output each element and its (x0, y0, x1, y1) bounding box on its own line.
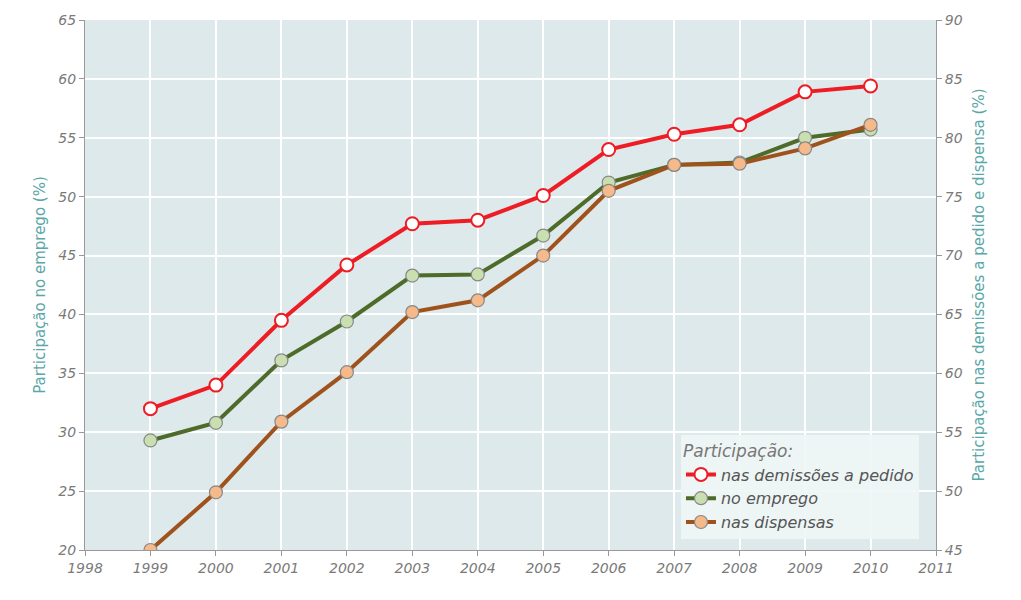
svg-text:40: 40 (58, 306, 76, 322)
svg-text:50: 50 (58, 189, 76, 205)
svg-text:90: 90 (945, 12, 963, 28)
svg-text:75: 75 (945, 189, 963, 205)
svg-text:1999: 1999 (133, 560, 169, 576)
svg-text:2005: 2005 (525, 560, 561, 576)
svg-text:55: 55 (58, 130, 76, 146)
svg-text:45: 45 (58, 247, 76, 263)
svg-text:35: 35 (58, 365, 76, 381)
svg-text:70: 70 (945, 247, 963, 263)
svg-text:60: 60 (945, 365, 963, 381)
svg-text:nas dispensas: nas dispensas (721, 513, 834, 532)
svg-text:65: 65 (945, 306, 963, 322)
svg-text:55: 55 (945, 424, 963, 440)
svg-text:2000: 2000 (198, 560, 234, 576)
svg-text:Participação:: Participação: (683, 442, 793, 462)
svg-text:2003: 2003 (394, 560, 430, 576)
svg-text:2007: 2007 (656, 560, 692, 576)
svg-text:45: 45 (945, 542, 963, 558)
svg-text:85: 85 (945, 71, 963, 87)
svg-text:2011: 2011 (918, 560, 954, 576)
svg-text:nas demissões a pedido: nas demissões a pedido (721, 466, 914, 485)
svg-text:2002: 2002 (329, 560, 365, 576)
svg-text:25: 25 (58, 483, 76, 499)
svg-text:60: 60 (58, 71, 76, 87)
svg-text:2010: 2010 (853, 560, 889, 576)
svg-text:2008: 2008 (722, 560, 758, 576)
svg-text:2004: 2004 (460, 560, 496, 576)
svg-text:20: 20 (58, 542, 76, 558)
svg-text:80: 80 (945, 130, 963, 146)
svg-text:no emprego: no emprego (721, 489, 818, 508)
svg-text:Participação nas demissões a p: Participação nas demissões a pedido e di… (970, 88, 988, 481)
svg-text:1998: 1998 (67, 560, 103, 576)
svg-text:30: 30 (58, 424, 76, 440)
svg-text:2006: 2006 (591, 560, 627, 576)
svg-text:65: 65 (58, 12, 76, 28)
svg-text:Participação no emprego (%): Participação no emprego (%) (31, 176, 49, 394)
svg-text:2001: 2001 (264, 560, 300, 576)
svg-text:2009: 2009 (787, 560, 823, 576)
svg-text:50: 50 (945, 483, 963, 499)
